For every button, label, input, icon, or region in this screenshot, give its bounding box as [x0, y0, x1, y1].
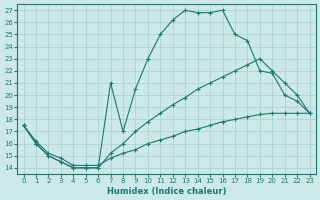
X-axis label: Humidex (Indice chaleur): Humidex (Indice chaleur) [107, 187, 226, 196]
